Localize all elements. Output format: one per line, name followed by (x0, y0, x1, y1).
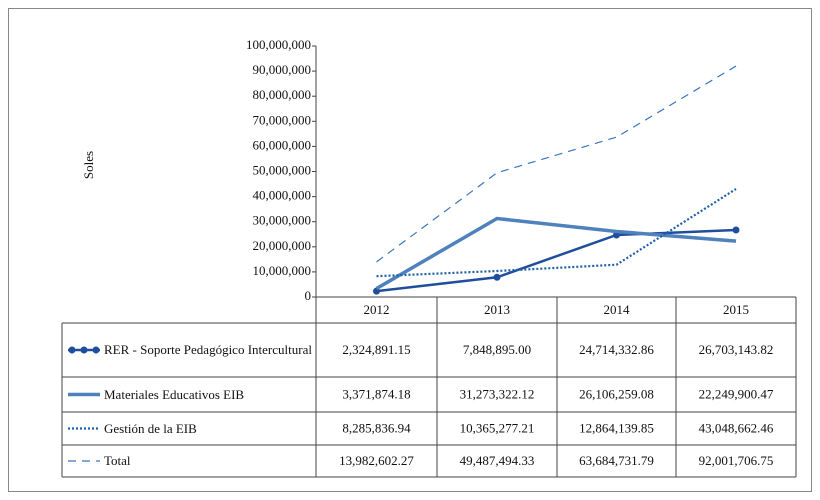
table-cell: 26,106,259.08 (579, 386, 654, 401)
legend-label: Total (104, 453, 131, 468)
legend-label: Gestión de la EIB (104, 420, 197, 436)
y-tick-label: 90,000,000 (253, 62, 312, 77)
table-cell: 2,324,891.15 (342, 342, 410, 357)
table-cell: 26,703,143.82 (699, 342, 774, 357)
table-cell: 31,273,322.12 (460, 386, 535, 401)
y-tick-label: 20,000,000 (253, 238, 312, 253)
chart-frame (8, 8, 812, 492)
table-cell: 7,848,895.00 (463, 342, 531, 357)
legend-item: Gestión de la EIB (104, 420, 197, 436)
table-cell: 12,864,139.85 (579, 420, 654, 435)
y-tick-label: 60,000,000 (253, 137, 312, 152)
line-marker (493, 273, 501, 281)
legend-marker (80, 346, 88, 354)
y-tick-label: 100,000,000 (246, 37, 311, 52)
y-tick-label: 80,000,000 (253, 87, 312, 102)
series-line (375, 216, 737, 291)
table-cell: 43,048,662.46 (699, 420, 774, 435)
legend-marker (92, 346, 100, 354)
x-tick-label: 2013 (484, 302, 510, 317)
x-tick-label: 2014 (604, 302, 631, 317)
y-tick-label: 70,000,000 (253, 112, 312, 127)
table-cell: 49,487,494.33 (460, 453, 535, 468)
table-cell: 10,365,277.21 (460, 420, 535, 435)
y-tick-label: 30,000,000 (253, 213, 312, 228)
legend-marker (68, 346, 76, 354)
legend-item: RER - Soporte Pedagógico Intercultural (104, 342, 312, 357)
y-tick-label: 40,000,000 (253, 188, 312, 203)
table-cell: 24,714,332.86 (579, 342, 654, 357)
line-marker (732, 226, 740, 234)
table-cell: 22,249,900.47 (699, 386, 774, 401)
series-line (376, 65, 737, 263)
y-tick-label: 0 (305, 288, 312, 303)
y-tick-label: 10,000,000 (253, 263, 312, 278)
y-tick-label: 50,000,000 (253, 162, 312, 177)
table-cell: 92,001,706.75 (699, 453, 774, 468)
legend-item: Materiales Educativos EIB (104, 386, 245, 402)
y-axis-label: Soles (81, 151, 96, 179)
series-line (376, 228, 737, 293)
series-line (376, 188, 737, 278)
table-cell: 3,371,874.18 (342, 386, 410, 401)
legend-label: Materiales Educativos EIB (104, 386, 245, 402)
table-cell: 63,684,731.79 (579, 453, 654, 468)
table-cell: 8,285,836.94 (342, 420, 411, 435)
x-tick-label: 2012 (364, 302, 390, 317)
x-tick-label: 2015 (723, 302, 749, 317)
table-cell: 13,982,602.27 (339, 453, 414, 468)
legend-label: RER - Soporte Pedagógico Intercultural (104, 342, 312, 357)
legend-item: Total (104, 453, 131, 468)
